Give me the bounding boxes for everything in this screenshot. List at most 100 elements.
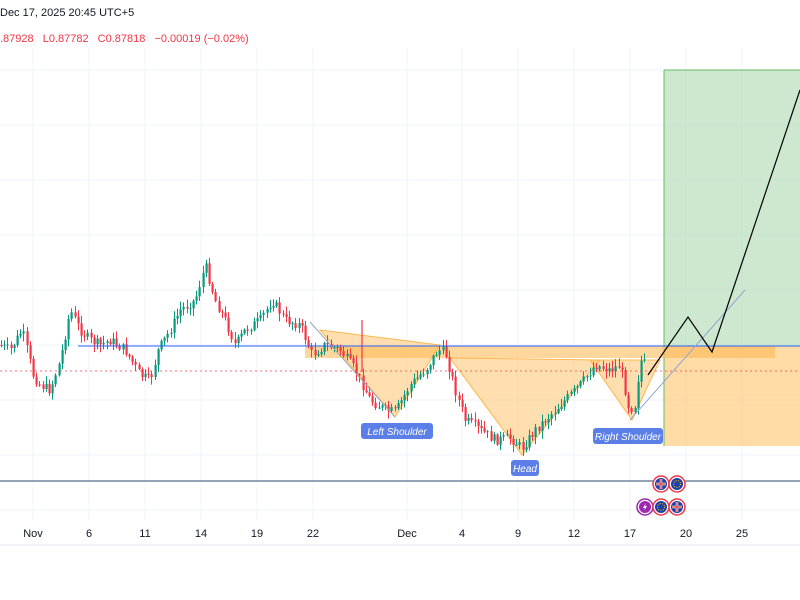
candle-body <box>237 336 240 344</box>
candle-body <box>480 426 483 429</box>
pattern-edge-left <box>309 321 396 418</box>
candle-body <box>544 421 547 423</box>
head-label-text: Head <box>513 464 537 475</box>
candle-body <box>365 390 368 393</box>
candle-body <box>16 335 19 346</box>
candle-body <box>381 405 384 408</box>
candle-body <box>202 272 205 288</box>
candle-body <box>256 318 259 322</box>
candle-body <box>125 344 128 355</box>
candle-body <box>314 349 317 356</box>
x-tick-8: 9 <box>515 528 521 540</box>
candle-body <box>19 333 22 336</box>
candle-body <box>13 345 16 349</box>
x-tick-2: 11 <box>139 528 150 540</box>
candle-body <box>26 331 29 346</box>
candle-body <box>400 400 403 404</box>
chart-header-datetime: Dec 17, 2025 20:45 UTC+5 <box>0 7 140 19</box>
candle-body <box>138 364 141 370</box>
x-tick-0: Nov <box>23 528 43 540</box>
candle-body <box>403 395 406 401</box>
candle-body <box>592 367 595 376</box>
candle-body <box>93 337 96 345</box>
header-open: .87928 <box>0 33 34 45</box>
candle-body <box>54 375 57 385</box>
candle-body <box>166 333 169 338</box>
candle-body <box>45 383 48 390</box>
candle-body <box>208 263 211 284</box>
candle-body <box>294 323 297 329</box>
candle-body <box>51 384 54 394</box>
candle-body <box>150 374 153 378</box>
candle-body <box>80 323 83 336</box>
candle-body <box>304 325 307 340</box>
candle-body <box>371 396 374 403</box>
header-low: L0.87782 <box>42 33 89 45</box>
candle-body <box>589 375 592 377</box>
candle-body <box>176 315 179 319</box>
candle-body <box>602 366 605 369</box>
candle-body <box>333 347 336 349</box>
candle-body <box>387 405 390 411</box>
head-label-bg <box>511 460 539 476</box>
x-tick-11: 20 <box>680 528 692 540</box>
candle-body <box>576 386 579 388</box>
candle-body <box>38 384 41 386</box>
candle-body <box>285 314 288 317</box>
candle-body <box>534 427 537 437</box>
candle-body <box>195 296 198 301</box>
candle-body <box>582 376 585 382</box>
candle-body <box>362 375 365 391</box>
lightning-icon[interactable] <box>636 498 654 516</box>
candle-body <box>134 361 137 365</box>
candle-body <box>301 322 304 326</box>
candle-body <box>419 374 422 378</box>
candle-body <box>317 354 320 356</box>
eu-flag-icon[interactable] <box>652 498 670 516</box>
candle-body <box>211 283 214 292</box>
candle-body <box>547 418 550 423</box>
candle-body <box>234 339 237 344</box>
candle-body <box>102 342 105 345</box>
candle-body <box>131 356 134 362</box>
candle-body <box>320 351 323 355</box>
candle-body <box>32 358 35 377</box>
left-shoulder-label: Left Shoulder <box>361 423 433 439</box>
candle-body <box>464 407 467 421</box>
candle-body <box>368 392 371 397</box>
candle-body <box>0 345 3 346</box>
header-close: C0.87818 <box>97 33 146 45</box>
uk-flag-icon[interactable] <box>652 475 670 493</box>
candle-body <box>630 408 633 413</box>
candle-body <box>528 435 531 448</box>
event-icons <box>636 475 686 516</box>
candle-body <box>170 332 173 334</box>
candle-body <box>35 376 38 385</box>
candle-body <box>298 322 301 329</box>
candle-body <box>58 363 61 376</box>
candle-body <box>518 442 521 445</box>
candle-body <box>266 308 269 313</box>
right-shoulder-label: Right Shoulder <box>593 428 663 444</box>
candle-body <box>288 316 291 325</box>
candle-body <box>77 316 80 324</box>
candle-body <box>554 412 557 415</box>
chart-zones <box>305 69 800 456</box>
eu-flag-icon-stars <box>673 480 681 488</box>
candle-body <box>262 312 265 315</box>
chart-header-ohlc: .87928 L0.87782 C0.87818 −0.00019 (−0.02… <box>0 33 255 45</box>
candle-body <box>115 338 118 346</box>
candle-body <box>10 344 13 349</box>
head-zone <box>448 357 602 456</box>
candle-body <box>179 309 182 316</box>
eu-flag-icon[interactable] <box>668 475 686 493</box>
candle-body <box>605 368 608 372</box>
candle-body <box>634 407 637 413</box>
uk-flag-icon[interactable] <box>668 498 686 516</box>
candle-body <box>512 438 515 445</box>
candle-body <box>579 381 582 387</box>
candle-body <box>410 384 413 392</box>
candle-body <box>22 331 25 334</box>
candle-body <box>557 409 560 413</box>
